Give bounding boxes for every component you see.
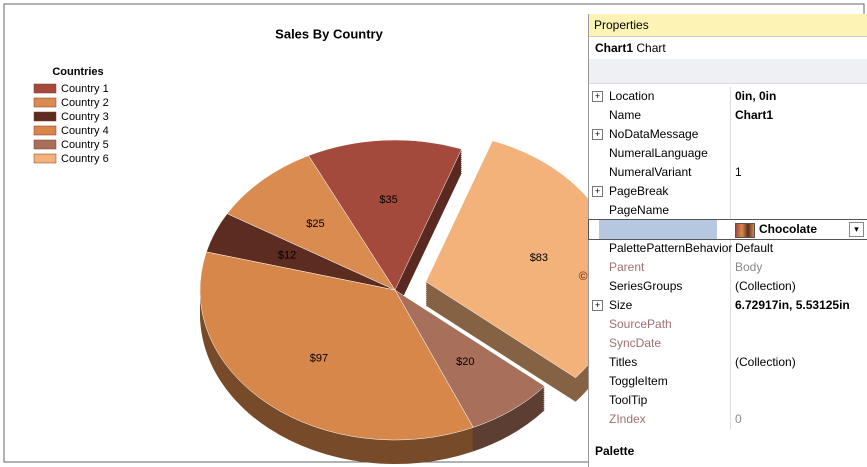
- property-row[interactable]: ToggleItem: [589, 372, 867, 391]
- property-name: SeriesGroups: [609, 279, 683, 293]
- slice: [394, 289, 546, 428]
- property-row[interactable]: NumeralLanguage: [589, 144, 867, 163]
- pie: $35 $25 $12 $97 $20 $83: [199, 139, 622, 465]
- property-name: Palette: [599, 220, 717, 239]
- property-value: 0in, 0in: [735, 89, 777, 103]
- legend-swatch: [33, 83, 57, 94]
- property-value: (Collection): [735, 279, 796, 293]
- property-name: SyncDate: [609, 336, 662, 350]
- object-type: Chart: [636, 41, 666, 55]
- data-label: $35: [379, 194, 397, 206]
- property-value: Body: [735, 260, 763, 274]
- property-name: PageBreak: [609, 184, 669, 198]
- property-row[interactable]: ToolTip: [589, 391, 867, 410]
- slice: [226, 155, 396, 291]
- legend-label: Country 1: [61, 83, 109, 95]
- object-name: Chart1: [595, 41, 634, 55]
- property-name: ZIndex: [609, 412, 646, 426]
- property-name: Location: [609, 89, 655, 103]
- property-row[interactable]: ZIndex 0: [589, 410, 867, 429]
- expand-icon[interactable]: +: [592, 129, 603, 140]
- legend-swatch: [33, 111, 57, 122]
- property-name: ToolTip: [609, 393, 648, 407]
- property-row[interactable]: SourcePath: [589, 315, 867, 334]
- property-name: PageName: [609, 203, 670, 217]
- legend-label: Country 4: [61, 125, 109, 137]
- property-name: NumeralVariant: [609, 165, 692, 179]
- property-row[interactable]: SyncDate: [589, 334, 867, 353]
- property-name: Name: [609, 108, 642, 122]
- data-label: $83: [530, 252, 548, 264]
- data-label: $20: [456, 356, 474, 368]
- dropdown-button[interactable]: ▾: [849, 222, 864, 237]
- property-row[interactable]: + Location 0in, 0in: [589, 87, 867, 106]
- legend-label: Country 3: [61, 111, 109, 123]
- property-row[interactable]: Parent Body: [589, 258, 867, 277]
- panel-title: Properties: [589, 14, 867, 37]
- property-row[interactable]: Titles (Collection): [589, 353, 867, 372]
- toolbar[interactable]: [589, 59, 867, 84]
- property-row[interactable]: SeriesGroups (Collection): [589, 277, 867, 296]
- legend-swatch: [33, 139, 57, 150]
- legend-title: Countries: [52, 66, 103, 78]
- legend-label: Country 5: [61, 139, 109, 151]
- property-row[interactable]: Name Chart1: [589, 106, 867, 125]
- property-row[interactable]: PalettePatternBehavior Default: [589, 239, 867, 258]
- property-row[interactable]: + Size 6.72917in, 5.53125in: [589, 296, 867, 315]
- property-value: Chart1: [735, 108, 774, 122]
- description-title: Palette: [595, 444, 635, 458]
- legend-label: Country 2: [61, 97, 109, 109]
- chart-title: Sales By Country: [275, 26, 383, 41]
- legend-swatch: [33, 97, 57, 108]
- property-name: NoDataMessage: [609, 127, 699, 141]
- property-name: SourcePath: [609, 317, 672, 331]
- property-name: Size: [609, 298, 633, 312]
- expand-icon[interactable]: +: [592, 91, 603, 102]
- data-label: $12: [278, 249, 296, 261]
- property-value: Chocolate: [759, 222, 818, 236]
- property-name: ToggleItem: [609, 374, 668, 388]
- property-value: 0: [735, 412, 742, 426]
- palette-swatch: [735, 223, 755, 238]
- expand-icon[interactable]: +: [592, 186, 603, 197]
- object-header: Chart1 Chart: [589, 37, 867, 59]
- property-value: (Collection): [735, 355, 796, 369]
- property-value: 1: [735, 165, 742, 179]
- data-label: $25: [306, 218, 324, 230]
- property-row[interactable]: NumeralVariant 1: [589, 163, 867, 182]
- property-value: Default: [735, 241, 774, 255]
- property-row[interactable]: Palette Chocolate ▾: [588, 219, 867, 240]
- property-row[interactable]: + PageBreak: [589, 182, 867, 201]
- legend-label: Country 6: [61, 153, 109, 165]
- data-label: $97: [310, 352, 328, 364]
- legend-swatch: [33, 153, 57, 164]
- property-name: Parent: [609, 260, 645, 274]
- legend-swatch: [33, 125, 57, 136]
- property-name: PalettePatternBehavior: [609, 241, 733, 255]
- slice: [308, 139, 463, 291]
- column-separator: [730, 87, 731, 429]
- properties-panel: Properties Chart1 Chart + Location 0in, 0i…: [588, 14, 867, 467]
- property-value: 6.72917in, 5.53125in: [735, 298, 850, 312]
- property-name: Titles: [609, 355, 638, 369]
- property-name: NumeralLanguage: [609, 146, 708, 160]
- slice: [199, 251, 474, 441]
- expand-icon[interactable]: +: [592, 300, 603, 311]
- property-row[interactable]: PageName: [589, 201, 867, 220]
- property-row[interactable]: + NoDataMessage: [589, 125, 867, 144]
